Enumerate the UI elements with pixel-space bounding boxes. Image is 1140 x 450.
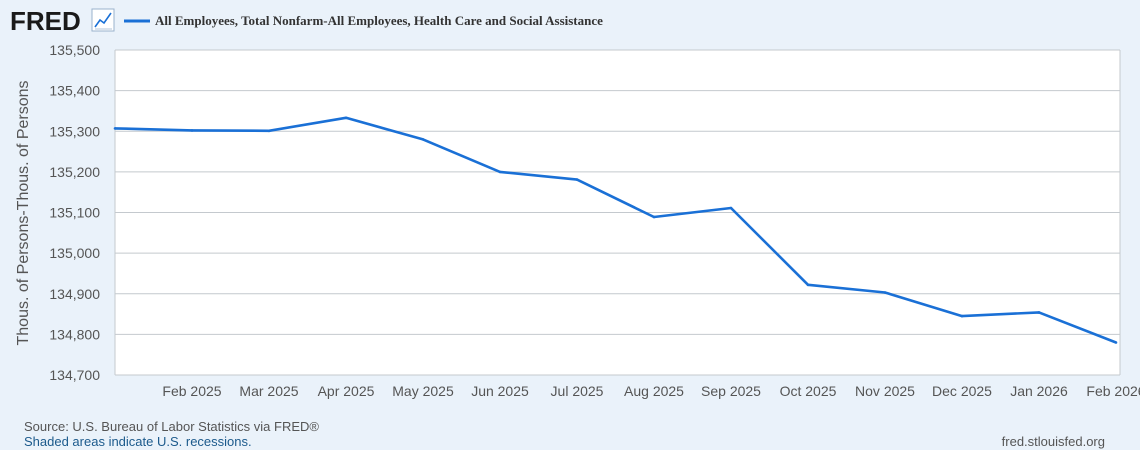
data-point[interactable] [190, 129, 194, 132]
x-tick-label: Oct 2025 [780, 383, 837, 399]
legend-label: All Employees, Total Nonfarm-All Employe… [155, 13, 603, 28]
source-note: Source: U.S. Bureau of Labor Statistics … [24, 419, 319, 434]
x-tick-label: Mar 2025 [239, 383, 298, 399]
data-point[interactable] [344, 116, 348, 120]
data-point[interactable] [113, 127, 117, 130]
x-tick-label: Jul 2025 [551, 383, 604, 399]
footer-notes: Source: U.S. Bureau of Labor Statistics … [24, 419, 319, 449]
x-tick-label: Feb 2025 [162, 383, 221, 399]
data-point[interactable] [729, 206, 733, 210]
data-point[interactable] [421, 138, 425, 141]
fred-logo[interactable]: FRED [10, 6, 81, 36]
y-tick-label: 134,800 [49, 326, 100, 342]
y-tick-label: 135,100 [49, 205, 100, 221]
y-axis-label: Thous. of Persons-Thous. of Persons [15, 80, 32, 345]
x-tick-label: Jan 2026 [1010, 383, 1068, 399]
data-point[interactable] [652, 215, 656, 219]
y-tick-label: 135,000 [49, 245, 100, 261]
data-point[interactable] [1037, 311, 1041, 314]
data-point[interactable] [960, 314, 964, 318]
x-tick-label: Dec 2025 [932, 383, 992, 399]
y-tick-label: 135,400 [49, 83, 100, 99]
data-point[interactable] [1114, 341, 1118, 344]
data-point[interactable] [806, 283, 810, 287]
y-tick-label: 134,900 [49, 286, 100, 302]
line-chart-icon [91, 8, 115, 32]
series-line[interactable] [114, 116, 1117, 344]
x-tick-label: May 2025 [392, 383, 454, 399]
data-point[interactable] [498, 170, 502, 174]
data-point[interactable] [267, 129, 271, 133]
x-tick-label: Aug 2025 [624, 383, 684, 399]
data-point[interactable] [883, 291, 887, 294]
recession-note-link[interactable]: Shaded areas indicate U.S. recessions. [24, 434, 252, 449]
y-tick-label: 135,300 [49, 123, 100, 139]
x-tick-label: Apr 2025 [318, 383, 375, 399]
data-point[interactable] [575, 178, 579, 181]
x-tick-label: Jun 2025 [471, 383, 529, 399]
x-tick-label: Sep 2025 [701, 383, 761, 399]
y-tick-label: 134,700 [49, 367, 100, 383]
x-tick-label: Feb 2026 [1086, 383, 1140, 399]
y-tick-label: 135,500 [49, 42, 100, 58]
x-tick-label: Nov 2025 [855, 383, 915, 399]
y-tick-label: 135,200 [49, 164, 100, 180]
site-link[interactable]: fred.stlouisfed.org [1001, 434, 1105, 449]
